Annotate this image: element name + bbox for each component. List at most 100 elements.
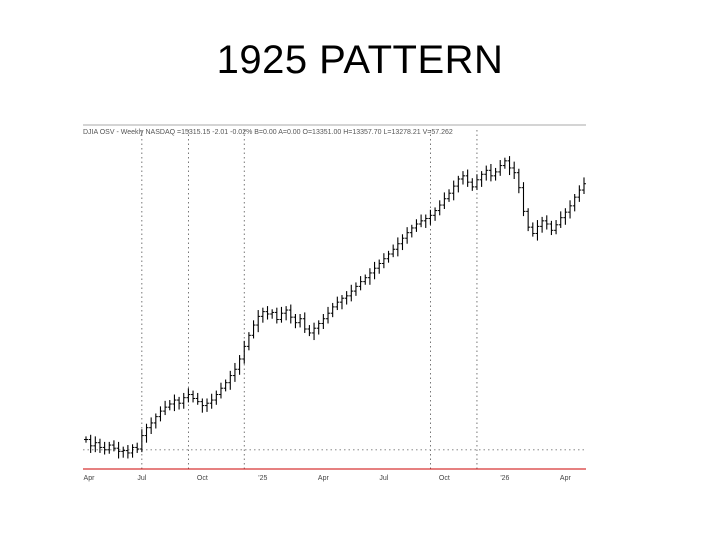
price-bar xyxy=(232,362,237,382)
price-bar xyxy=(177,396,182,410)
chart-svg: DJIA OSV - Weekly NASDAQ =15315.15 -2.01… xyxy=(83,124,586,482)
price-bar xyxy=(409,224,414,238)
price-bar xyxy=(377,259,382,274)
price-bar xyxy=(423,214,428,228)
x-tick-label: Jul xyxy=(379,475,388,482)
price-bar xyxy=(149,417,154,434)
price-bar xyxy=(442,192,447,209)
price-bar xyxy=(470,178,475,191)
price-bar xyxy=(367,268,372,285)
price-bar xyxy=(88,434,93,453)
price-bar xyxy=(419,214,424,228)
price-bar xyxy=(516,168,521,194)
price-bar xyxy=(456,175,461,193)
price-bar xyxy=(246,332,251,351)
price-bar xyxy=(582,177,586,194)
price-bar xyxy=(218,382,223,399)
price-bar xyxy=(381,253,386,269)
price-bar xyxy=(167,400,172,411)
price-bar xyxy=(521,182,526,217)
price-bar xyxy=(498,160,503,176)
price-bar xyxy=(242,340,247,364)
price-bar xyxy=(237,355,242,375)
price-bar xyxy=(358,276,363,291)
x-tick-label: '25 xyxy=(258,475,267,482)
price-bar xyxy=(316,320,321,335)
price-bar xyxy=(181,392,186,409)
price-bar xyxy=(414,219,419,232)
price-bar xyxy=(284,306,289,321)
price-bar xyxy=(540,216,545,233)
price-bar xyxy=(158,406,163,422)
price-bar xyxy=(460,171,465,185)
price-bar xyxy=(321,314,326,329)
price-bar xyxy=(437,200,442,216)
price-bar xyxy=(130,444,135,458)
price-bar xyxy=(451,180,456,201)
price-bar xyxy=(121,446,126,458)
price-bar xyxy=(512,161,517,179)
price-bar xyxy=(256,310,261,333)
price-bar xyxy=(205,398,210,412)
price-bar xyxy=(107,441,112,454)
x-tick-label: '26 xyxy=(500,475,509,482)
price-bar xyxy=(214,390,219,405)
price-bar xyxy=(191,390,196,403)
price-bar xyxy=(312,322,317,341)
slide-title: 1925 PATTERN xyxy=(216,38,504,82)
price-bar xyxy=(302,312,307,333)
price-bar xyxy=(209,393,214,409)
price-bar xyxy=(554,220,559,235)
x-tick-label: Apr xyxy=(560,475,572,482)
price-bar xyxy=(135,442,140,453)
price-bar xyxy=(93,436,98,453)
price-bar xyxy=(433,207,438,221)
x-axis-labels: Apr Jul Oct '25 Apr Jul Oct '26 Apr xyxy=(84,475,572,482)
price-bar xyxy=(172,394,177,412)
price-bar xyxy=(535,220,540,241)
price-bar xyxy=(526,208,531,232)
price-bar xyxy=(228,370,233,390)
price-bar xyxy=(195,392,200,405)
price-bar xyxy=(349,284,354,302)
price-bar xyxy=(163,400,168,416)
price-bar xyxy=(400,234,405,251)
price-bar xyxy=(484,165,489,181)
price-bar xyxy=(474,174,479,191)
price-bar xyxy=(502,157,507,169)
price-bar xyxy=(568,200,573,219)
x-tick-label: Apr xyxy=(318,475,330,482)
price-bar xyxy=(335,296,340,311)
price-bar xyxy=(577,185,582,202)
x-tick-label: Oct xyxy=(439,475,450,482)
vertical-markers xyxy=(83,130,586,469)
price-bar xyxy=(84,436,88,443)
price-bar xyxy=(386,250,391,263)
price-bar xyxy=(405,227,410,244)
price-bar xyxy=(544,215,549,230)
price-bar xyxy=(372,261,377,280)
chart-header: DJIA OSV - Weekly NASDAQ =15315.15 -2.01… xyxy=(83,129,453,136)
price-bar xyxy=(116,441,121,459)
x-tick-label: Oct xyxy=(197,475,208,482)
price-bar xyxy=(479,171,484,187)
price-bar xyxy=(265,306,270,320)
price-bar xyxy=(186,388,191,403)
price-bar xyxy=(274,307,279,324)
price-bar xyxy=(391,244,396,258)
price-bar xyxy=(428,209,433,225)
price-bar xyxy=(344,291,349,305)
price-bar xyxy=(270,309,275,319)
price-bar xyxy=(363,274,368,285)
price-bar xyxy=(572,194,577,212)
price-bar xyxy=(493,167,498,181)
price-bar xyxy=(251,320,256,339)
price-bar xyxy=(395,237,400,257)
price-chart: DJIA OSV - Weekly NASDAQ =15315.15 -2.01… xyxy=(80,124,588,486)
price-bar xyxy=(465,169,470,187)
price-bar xyxy=(153,413,158,429)
price-bar xyxy=(563,208,568,225)
price-bar xyxy=(530,222,535,237)
price-bar xyxy=(144,423,149,443)
x-tick-label-start: Apr xyxy=(84,475,96,482)
